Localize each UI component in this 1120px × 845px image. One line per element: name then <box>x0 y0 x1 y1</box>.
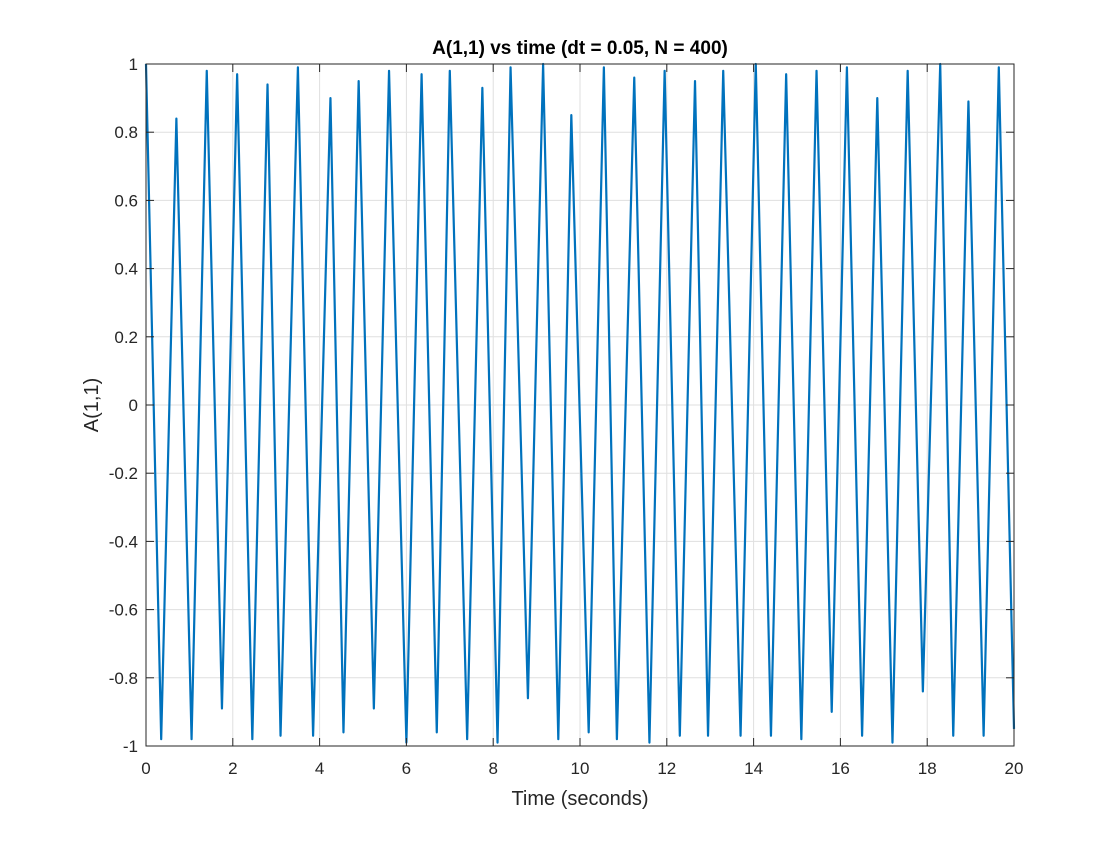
x-tick-label: 2 <box>228 759 237 778</box>
y-tick-label: 0.6 <box>114 191 138 210</box>
y-tick-label: 0.8 <box>114 123 138 142</box>
y-tick-label: -0.4 <box>109 532 138 551</box>
series-layer <box>144 62 1016 744</box>
x-tick-label: 14 <box>744 759 763 778</box>
x-tick-label: 6 <box>402 759 411 778</box>
series-line <box>144 62 1016 744</box>
x-tick-label: 0 <box>141 759 150 778</box>
tick-labels: 0 2 4 6 8 10 12 14 16 18 20 -1 -0.8 -0.6 -0.4 -0.2 0 0.2 0… <box>109 55 1024 778</box>
y-tick-label: 0.2 <box>114 328 138 347</box>
x-tick-label: 12 <box>657 759 676 778</box>
y-tick-label: -0.2 <box>109 464 138 483</box>
x-tick-label: 8 <box>488 759 497 778</box>
y-axis-label: A(1,1) <box>81 378 103 432</box>
x-tick-label: 20 <box>1005 759 1024 778</box>
y-tick-label: 0.4 <box>114 260 138 279</box>
y-tick-label: -1 <box>123 737 138 756</box>
x-axis-label: Time (seconds) <box>511 788 648 810</box>
y-tick-label: -0.6 <box>109 601 138 620</box>
x-tick-label: 4 <box>315 759 324 778</box>
y-tick-label: 0 <box>129 396 138 415</box>
x-tick-label: 16 <box>831 759 850 778</box>
axes <box>145 63 1015 747</box>
y-tick-label: -0.8 <box>109 669 138 688</box>
y-tick-label: 1 <box>129 55 138 74</box>
x-tick-label: 18 <box>918 759 937 778</box>
x-tick-label: 10 <box>571 759 590 778</box>
chart-title: A(1,1) vs time (dt = 0.05, N = 400) <box>432 38 728 59</box>
